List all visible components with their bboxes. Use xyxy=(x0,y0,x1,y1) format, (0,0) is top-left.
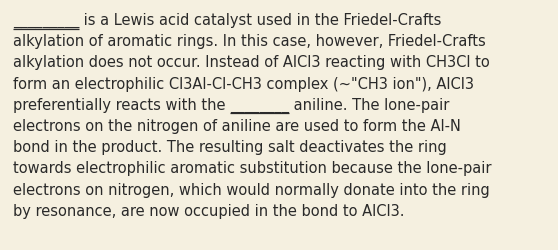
Text: form an electrophilic Cl3Al-Cl-CH3 complex (~"CH3 ion"), AlCl3: form an electrophilic Cl3Al-Cl-CH3 compl… xyxy=(13,76,474,91)
Text: alkylation of aromatic rings. In this case, however, Friedel-Crafts: alkylation of aromatic rings. In this ca… xyxy=(13,34,486,49)
Text: electrons on nitrogen, which would normally donate into the ring: electrons on nitrogen, which would norma… xyxy=(13,182,490,197)
Text: aniline. The lone-pair: aniline. The lone-pair xyxy=(289,98,450,112)
Text: preferentially reacts with the: preferentially reacts with the xyxy=(13,98,230,112)
Text: _________: _________ xyxy=(13,13,79,28)
Text: bond in the product. The resulting salt deactivates the ring: bond in the product. The resulting salt … xyxy=(13,140,447,154)
Text: by resonance, are now occupied in the bond to AlCl3.: by resonance, are now occupied in the bo… xyxy=(13,203,405,218)
Text: is a Lewis acid catalyst used in the Friedel-Crafts: is a Lewis acid catalyst used in the Fri… xyxy=(79,13,442,28)
Text: ________: ________ xyxy=(230,98,289,112)
Text: towards electrophilic aromatic substitution because the lone-pair: towards electrophilic aromatic substitut… xyxy=(13,161,492,176)
Text: electrons on the nitrogen of aniline are used to form the Al-N: electrons on the nitrogen of aniline are… xyxy=(13,118,461,134)
Text: alkylation does not occur. Instead of AlCl3 reacting with CH3Cl to: alkylation does not occur. Instead of Al… xyxy=(13,55,490,70)
